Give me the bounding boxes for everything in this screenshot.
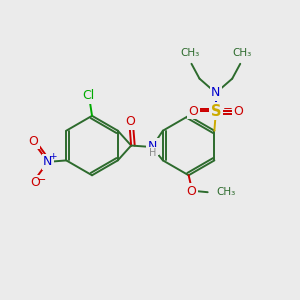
Text: O: O <box>28 135 38 148</box>
Text: O: O <box>30 176 40 189</box>
Text: H: H <box>149 148 156 158</box>
Text: −: − <box>37 175 46 185</box>
Text: S: S <box>211 104 221 119</box>
Text: O: O <box>187 185 196 198</box>
Text: N: N <box>211 86 220 99</box>
Text: =: = <box>199 104 209 117</box>
Text: N: N <box>148 140 157 153</box>
Text: =: = <box>223 104 232 117</box>
Text: +: + <box>49 152 57 161</box>
Text: CH₃: CH₃ <box>216 187 235 197</box>
Text: CH₃: CH₃ <box>232 49 251 58</box>
Text: Cl: Cl <box>82 89 94 102</box>
Text: N: N <box>43 155 52 168</box>
Text: O: O <box>125 115 135 128</box>
Text: O: O <box>233 105 243 118</box>
Text: CH₃: CH₃ <box>180 49 200 58</box>
Text: O: O <box>188 105 198 118</box>
